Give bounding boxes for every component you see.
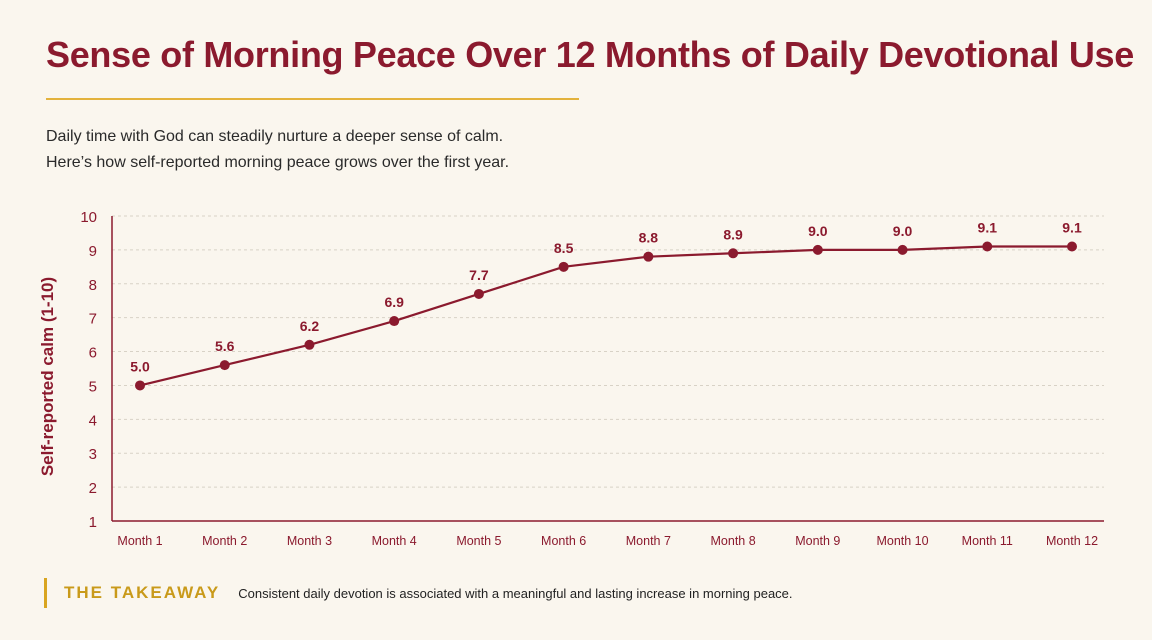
data-point: [897, 244, 908, 255]
y-tick-label: 3: [89, 446, 97, 463]
data-point: [389, 316, 400, 327]
data-label: 5.0: [130, 358, 150, 374]
data-label: 9.1: [978, 220, 998, 236]
data-label: 8.9: [723, 226, 743, 242]
x-tick-label: Month 5: [456, 534, 501, 548]
data-point: [728, 248, 739, 259]
x-tick-label: Month 8: [711, 534, 756, 548]
x-tick-label: Month 3: [287, 534, 332, 548]
data-point: [558, 261, 569, 272]
x-tick-label: Month 7: [626, 534, 671, 548]
data-point: [219, 360, 230, 371]
data-point: [135, 380, 145, 391]
data-label: 9.1: [1062, 220, 1082, 236]
y-tick-label: 4: [89, 412, 97, 429]
title-underline: [46, 98, 579, 100]
x-tick-label: Month 11: [962, 534, 1013, 548]
subtitle-line-2: Here’s how self-reported morning peace g…: [46, 154, 510, 171]
subtitle-line-1: Daily time with God can steadily nurture…: [46, 128, 504, 145]
y-tick-label: 9: [89, 243, 97, 260]
data-point: [643, 251, 654, 262]
data-point: [982, 241, 993, 252]
x-tick-label: Month 4: [372, 534, 417, 548]
takeaway-text: Consistent daily devotion is associated …: [238, 585, 793, 601]
data-label: 7.7: [469, 267, 489, 283]
x-tick-label: Month 12: [1046, 534, 1098, 548]
data-point: [473, 288, 484, 299]
x-tick-label: Month 6: [541, 534, 586, 548]
y-tick-label: 10: [80, 209, 97, 226]
data-label: 5.6: [215, 338, 235, 354]
takeaway-label: THE TAKEAWAY: [64, 583, 221, 602]
data-label: 9.0: [808, 223, 828, 239]
y-tick-label: 6: [89, 345, 97, 362]
y-tick-label: 1: [89, 514, 97, 531]
subtitle: Daily time with God can steadily nurture…: [46, 124, 509, 176]
data-label: 8.5: [554, 240, 574, 256]
y-tick-label: 8: [89, 277, 97, 294]
data-label: 8.8: [639, 230, 659, 246]
x-tick-label: Month 2: [202, 534, 247, 548]
x-tick-label: Month 10: [876, 534, 928, 548]
data-label: 6.9: [384, 294, 404, 310]
x-tick-label: Month 9: [795, 534, 840, 548]
x-tick-label: Month 1: [117, 534, 162, 548]
y-tick-label: 7: [89, 311, 97, 328]
data-label: 6.2: [300, 318, 320, 334]
data-label: 9.0: [893, 223, 913, 239]
data-point: [1067, 241, 1077, 252]
y-tick-label: 2: [89, 480, 97, 497]
data-point: [304, 339, 315, 350]
y-axis-title: Self-reported calm (1-10): [38, 277, 57, 476]
takeaway-callout: THE TAKEAWAY Consistent daily devotion i…: [44, 578, 793, 608]
series-line: [139, 245, 1072, 387]
y-tick-label: 5: [89, 378, 97, 395]
data-point: [812, 244, 823, 255]
page-title: Sense of Morning Peace Over 12 Months of…: [46, 34, 1134, 75]
